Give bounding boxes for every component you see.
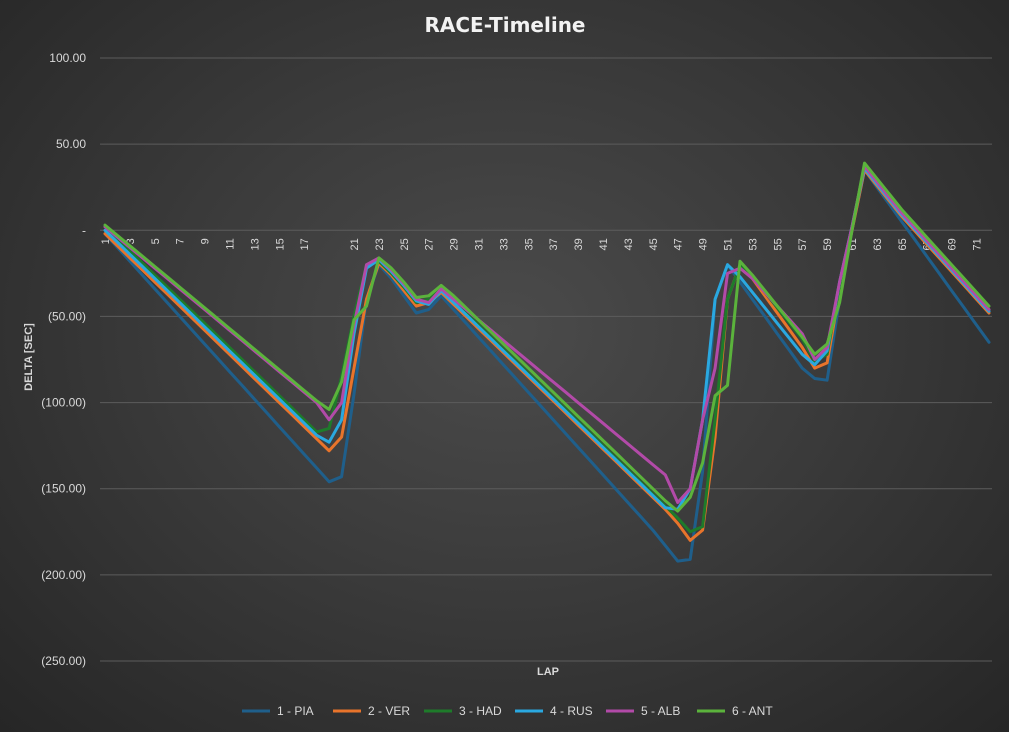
- x-tick-label: 55: [772, 238, 784, 250]
- x-tick-label: 3: [125, 238, 137, 244]
- x-tick-label: 63: [872, 238, 884, 250]
- x-tick-label: 43: [623, 238, 635, 250]
- x-tick-label: 25: [399, 238, 411, 250]
- y-axis-label: DELTA [SEC]: [23, 323, 35, 391]
- x-tick-label: 39: [573, 238, 585, 250]
- x-tick-label: 45: [648, 238, 660, 250]
- legend-label: 5 - ALB: [641, 704, 680, 718]
- x-tick-label: 49: [698, 238, 710, 250]
- x-axis-ticks: 1 3 5 7 9 11 13 15 17 21 23 25 27 29 31 33 35 37 39 41 43 45 4…: [100, 238, 984, 250]
- x-tick-label: 59: [822, 238, 834, 250]
- x-tick-label: 17: [299, 238, 311, 250]
- y-tick-label: (100.00): [41, 396, 86, 410]
- x-tick-label: 1: [100, 238, 112, 244]
- x-tick-label: 7: [175, 238, 187, 244]
- y-tick-label: (250.00): [41, 654, 86, 668]
- x-tick-label: 41: [598, 238, 610, 250]
- y-tick-label: 100.00: [49, 51, 86, 65]
- x-tick-label: 11: [225, 238, 237, 249]
- series-line-1: [103, 168, 991, 563]
- x-tick-label: 9: [200, 238, 212, 244]
- x-tick-label: 21: [349, 238, 361, 250]
- legend-label: 3 - HAD: [459, 704, 502, 718]
- legend-label: 4 - RUS: [550, 704, 593, 718]
- x-tick-label: 57: [797, 238, 809, 250]
- series-line-3: [103, 165, 991, 534]
- legend-label: 1 - PIA: [277, 704, 314, 718]
- series-line-6: [103, 161, 991, 513]
- x-tick-label: 27: [424, 238, 436, 250]
- x-tick-label: 23: [374, 238, 386, 250]
- x-tick-label: 5: [150, 238, 162, 244]
- x-tick-label: 71: [972, 238, 984, 250]
- x-tick-label: 13: [249, 238, 261, 250]
- x-tick-label: 37: [548, 238, 560, 250]
- y-tick-label: (200.00): [41, 568, 86, 582]
- gridlines: [100, 57, 992, 662]
- x-tick-label: 69: [947, 238, 959, 250]
- legend-label: 2 - VER: [368, 704, 410, 718]
- y-axis-ticks: 100.00 50.00 - (50.00) (100.00) (150.00) (200.…: [41, 51, 86, 668]
- x-tick-label: 53: [747, 238, 759, 250]
- y-tick-label: (150.00): [41, 482, 86, 496]
- y-tick-label: -: [82, 223, 86, 237]
- x-tick-label: 47: [673, 238, 685, 250]
- series-line-4: [103, 166, 991, 511]
- x-axis-label: LAP: [537, 666, 559, 678]
- x-tick-label: 33: [498, 238, 510, 250]
- chart-title: RACE-Timeline: [425, 13, 586, 37]
- series-lines: [103, 161, 991, 563]
- x-tick-label: 31: [474, 238, 486, 250]
- x-tick-label: 29: [449, 238, 461, 250]
- x-tick-label: 35: [523, 238, 535, 250]
- y-tick-label: 50.00: [56, 137, 86, 151]
- legend-label: 6 - ANT: [732, 704, 773, 718]
- y-tick-label: (50.00): [48, 309, 86, 323]
- x-tick-label: 15: [274, 238, 286, 250]
- x-tick-label: 51: [723, 238, 735, 250]
- legend: 1 - PIA 2 - VER 3 - HAD 4 - RUS 5 - ALB 6 - A…: [242, 704, 773, 718]
- x-tick-label: 65: [897, 238, 909, 250]
